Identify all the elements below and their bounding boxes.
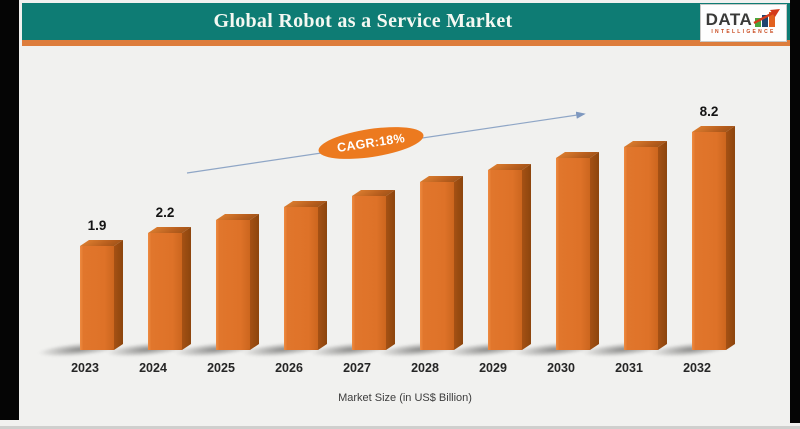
title-banner: Global Robot as a Service Market: [22, 3, 790, 40]
bar-side-2029: [522, 163, 531, 350]
category-label-2025: 2025: [207, 361, 235, 375]
category-label-2027: 2027: [343, 361, 371, 375]
bar-side-2025: [250, 213, 259, 350]
bar-2029: [488, 170, 522, 350]
bottom-divider: [0, 426, 800, 429]
bar-side-2030: [590, 151, 599, 350]
banner-underline: [22, 40, 790, 46]
cagr-label: CAGR:18%: [336, 131, 406, 155]
bar-side-2023: [114, 239, 123, 350]
bar-side-2028: [454, 175, 463, 350]
logo-wordmark: DATA: [705, 10, 753, 29]
logo-growth-arrow-icon: [753, 9, 781, 25]
bar-2032: [692, 132, 726, 350]
bar-side-2031: [658, 140, 667, 350]
data-label-2032: 8.2: [699, 104, 719, 119]
brand-logo: DATA INTELLIGENCE: [700, 4, 787, 42]
left-black-strip: [0, 0, 19, 420]
bar-side-2024: [182, 226, 191, 350]
bar-2028: [420, 182, 454, 350]
bar-2026: [284, 207, 318, 350]
bar-2031: [624, 147, 658, 350]
data-label-2023: 1.9: [87, 218, 107, 233]
right-black-strip: [790, 0, 800, 423]
category-label-2031: 2031: [615, 361, 643, 375]
bar-2027: [352, 196, 386, 350]
bar-2030: [556, 158, 590, 350]
category-label-2023: 2023: [71, 361, 99, 375]
logo-bar-green: [755, 18, 762, 27]
bar-2023: [80, 246, 114, 350]
category-label-2029: 2029: [479, 361, 507, 375]
logo-bar-blue: [762, 15, 769, 27]
category-label-2024: 2024: [139, 361, 167, 375]
page-title: Global Robot as a Service Market: [213, 10, 513, 32]
bar-side-2032: [726, 125, 735, 351]
logo-bar-orange: [769, 12, 776, 27]
category-label-2032: 2032: [683, 361, 711, 375]
logo-subtext: INTELLIGENCE: [711, 29, 776, 35]
logo-bar-chart-icon: [753, 9, 781, 27]
logo-row: DATA: [705, 9, 782, 29]
bar-2025: [216, 220, 250, 350]
x-axis-title: Market Size (in US$ Billion): [338, 392, 472, 404]
category-label-2030: 2030: [547, 361, 575, 375]
data-label-2024: 2.2: [155, 205, 175, 220]
category-label-2028: 2028: [411, 361, 439, 375]
bar-side-2027: [386, 189, 395, 350]
bar-2024: [148, 233, 182, 350]
bar-side-2026: [318, 200, 327, 350]
category-label-2026: 2026: [275, 361, 303, 375]
